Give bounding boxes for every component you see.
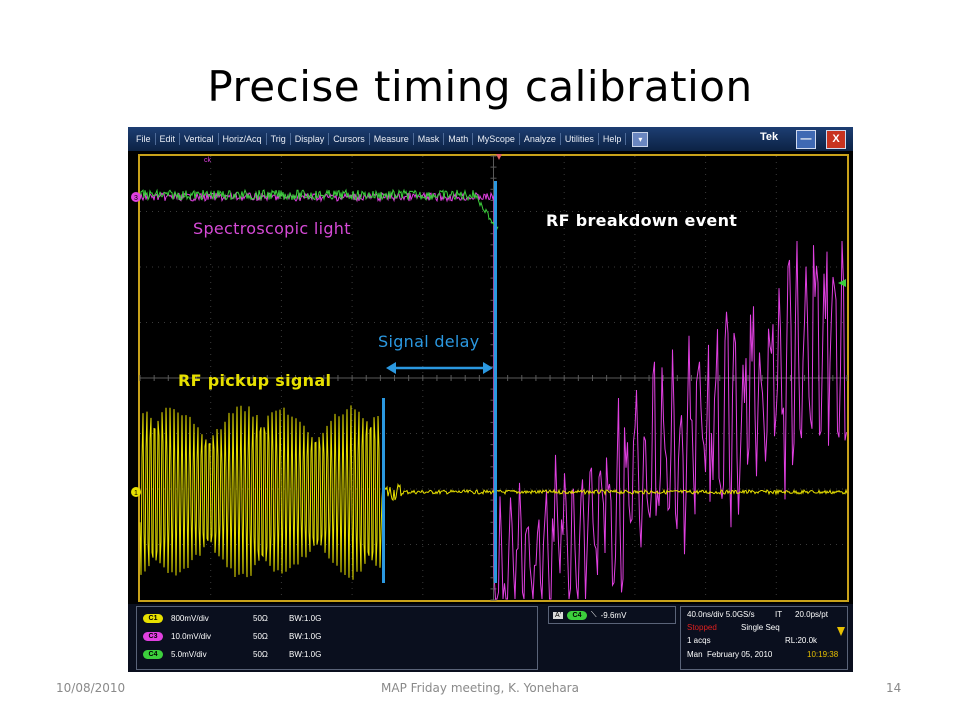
acq-state: Stopped <box>687 623 717 632</box>
c4-chip: C4 <box>143 649 163 659</box>
scope-menu: File Edit Vertical Horiz/Acq Trig Display Curs… <box>132 127 649 151</box>
delay-arrow-left-head <box>386 362 396 374</box>
spectroscopic-light-label: Spectroscopic light <box>193 219 351 238</box>
acq-trigger-mode: Man <box>687 650 703 659</box>
menu-dropdown-button[interactable]: ▾ <box>632 131 649 147</box>
minimize-button[interactable]: — <box>796 130 816 149</box>
acquisition-panel[interactable]: 40.0ns/div 5.0GS/s IT 20.0ps/pt Stopped … <box>680 606 848 670</box>
c1-bandwidth: BW:1.0G <box>289 613 322 623</box>
delay-arrow-right-head <box>483 362 493 374</box>
acq-date: February 05, 2010 <box>707 650 773 659</box>
scope-menubar: File Edit Vertical Horiz/Acq Trig Display Curs… <box>128 127 853 151</box>
close-button[interactable]: X <box>826 130 846 149</box>
trigger-a-label: A' <box>553 611 564 619</box>
channel-row-c1[interactable]: C1 800mV/div 50Ω BW:1.0G <box>143 611 329 625</box>
acq-mode: Single Seq <box>741 623 780 632</box>
c4-impedance: 50Ω <box>253 649 268 659</box>
channel-settings-panel: C1 800mV/div 50Ω BW:1.0G C3 10.0mV/div 5… <box>136 606 538 670</box>
channel-row-c4[interactable]: C4 5.0mV/div 50Ω BW:1.0G <box>143 647 329 661</box>
ch1-trace <box>139 405 848 580</box>
menu-item-utilities[interactable]: Utilities <box>561 133 599 145</box>
acq-timebase: 40.0ns/div 5.0GS/s <box>687 610 755 619</box>
menu-item-help[interactable]: Help <box>599 133 627 145</box>
signal-delay-label: Signal delay <box>378 332 480 351</box>
ch3-trace <box>139 191 847 600</box>
ch1-marker-label: 1 <box>134 490 138 497</box>
footer-date: 10/08/2010 <box>56 681 126 695</box>
display-border <box>138 154 849 602</box>
acq-count: 1 acqs <box>687 636 711 645</box>
menu-item-cursors[interactable]: Cursors <box>329 133 370 145</box>
menu-item-horiz-acq[interactable]: Horiz/Acq <box>219 133 267 145</box>
pickup-onset-marker <box>382 398 385 583</box>
menu-item-vertical[interactable]: Vertical <box>180 133 219 145</box>
menu-item-analyze[interactable]: Analyze <box>520 133 561 145</box>
trigger-chip: C4 <box>567 610 588 620</box>
c3-impedance: 50Ω <box>253 631 268 641</box>
c3-scale: 10.0mV/div <box>171 631 212 641</box>
c1-impedance: 50Ω <box>253 613 268 623</box>
menu-item-display[interactable]: Display <box>291 133 330 145</box>
menu-item-math[interactable]: Math <box>444 133 474 145</box>
c3-bandwidth: BW:1.0G <box>289 631 322 641</box>
c3-chip: C3 <box>143 631 163 641</box>
c4-scale: 5.0mV/div <box>171 649 207 659</box>
channel-row-c3[interactable]: C3 10.0mV/div 50Ω BW:1.0G <box>143 629 329 643</box>
c1-scale: 800mV/div <box>171 613 209 623</box>
ch1-marker <box>131 487 141 497</box>
tek-brand-logo: Tek <box>760 131 779 143</box>
c4-bandwidth: BW:1.0G <box>289 649 322 659</box>
acq-interp: IT <box>775 610 783 619</box>
menu-item-myscope[interactable]: MyScope <box>473 133 520 145</box>
scope-status-bar: C1 800mV/div 50Ω BW:1.0G C3 10.0mV/div 5… <box>128 604 853 672</box>
graticule-display: 3 1 ck <box>128 151 853 604</box>
oscilloscope-screenshot: File Edit Vertical Horiz/Acq Trig Display Curs… <box>128 127 853 672</box>
menu-item-edit[interactable]: Edit <box>156 133 181 145</box>
acq-record-length: RL:20.0k <box>785 636 818 645</box>
rf-breakdown-label: RF breakdown event <box>546 211 738 230</box>
menu-item-mask[interactable]: Mask <box>414 133 445 145</box>
ch3-marker <box>131 192 141 202</box>
ch4-trigger-level-marker <box>838 279 846 287</box>
menu-item-measure[interactable]: Measure <box>370 133 414 145</box>
acq-time: 10:19:38 <box>807 650 839 659</box>
menu-item-file[interactable]: File <box>132 133 156 145</box>
single-seq-indicator-icon <box>837 627 845 636</box>
ch3-marker-label: 3 <box>134 195 138 202</box>
slide-title: Precise timing calibration <box>207 62 753 111</box>
trigger-level: -9.6mV <box>600 610 627 620</box>
rf-pickup-label: RF pickup signal <box>178 371 332 390</box>
trigger-slope-icon: ⟍ <box>591 610 597 619</box>
trigger-position-marker <box>496 154 502 160</box>
c1-chip: C1 <box>143 613 163 623</box>
top-marker-label: ck <box>204 157 212 164</box>
breakdown-onset-marker <box>494 181 497 583</box>
acq-resolution: 20.0ps/pt <box>795 610 828 619</box>
trigger-settings[interactable]: A' C4 ⟍ -9.6mV <box>548 606 676 624</box>
ch4-trace <box>139 188 499 231</box>
footer-title: MAP Friday meeting, K. Yonehara <box>381 681 579 695</box>
footer-page-number: 14 <box>886 681 902 695</box>
menu-item-trig[interactable]: Trig <box>267 133 291 145</box>
